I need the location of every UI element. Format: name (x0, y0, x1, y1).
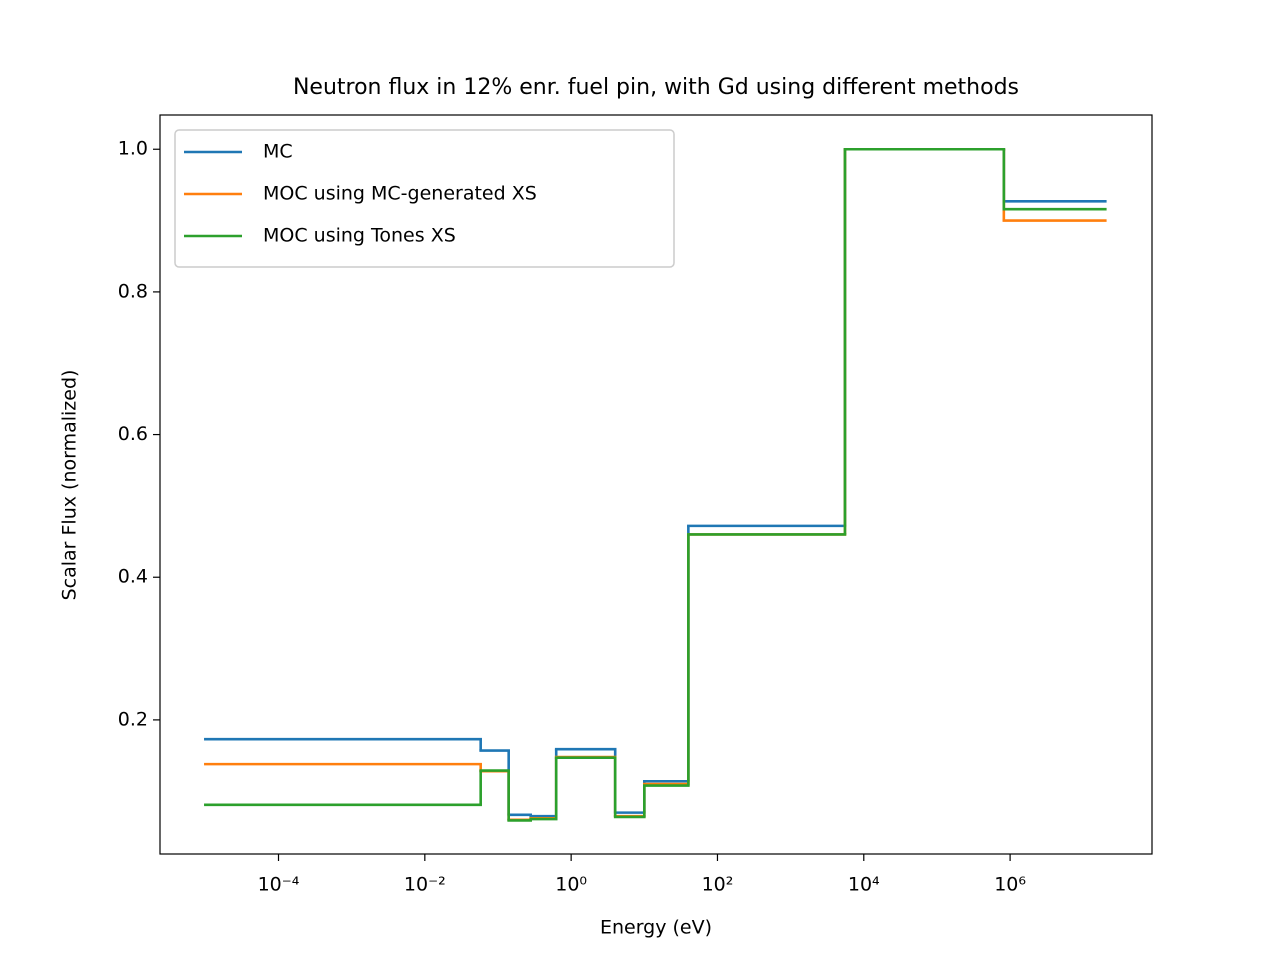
x-tick-label: 10⁰ (555, 874, 587, 896)
plot-frame (159, 114, 1153, 855)
legend-box (174, 129, 675, 268)
y-tick-label: 0.2 (118, 708, 148, 730)
x-tick-label: 10⁻⁴ (258, 874, 300, 896)
y-tick-label: 0.4 (118, 566, 148, 588)
x-tick-label: 10⁻² (404, 874, 446, 896)
y-tick-label: 0.6 (118, 423, 148, 445)
y-tick-label: 1.0 (118, 138, 148, 160)
chart-title: Neutron flux in 12% enr. fuel pin, with … (293, 75, 1019, 100)
y-axis-label: Scalar Flux (normalized) (59, 370, 81, 601)
y-tick-label: 0.8 (118, 280, 148, 302)
x-tick-label: 10² (702, 874, 734, 896)
x-axis-label: Energy (eV) (600, 917, 712, 939)
legend-label: MC (263, 141, 293, 163)
x-tick-label: 10⁴ (848, 874, 880, 896)
x-tick-label: 10⁶ (994, 874, 1026, 896)
legend-label: MOC using Tones XS (263, 225, 456, 247)
series-line (204, 147, 1107, 822)
legend-label: MOC using MC-generated XS (263, 183, 537, 205)
